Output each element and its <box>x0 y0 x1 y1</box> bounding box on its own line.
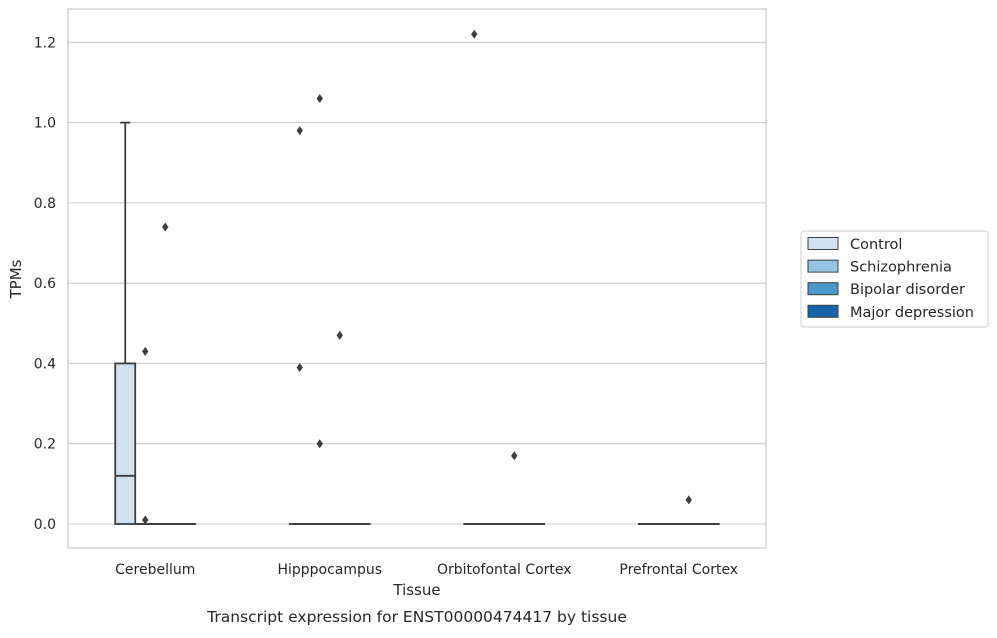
flier-point <box>297 126 303 135</box>
x-tick-label: Hipppocampus <box>277 562 382 578</box>
x-tick-label: Prefrontal Cortex <box>619 562 738 578</box>
x-tick-label: Orbitofontal Cortex <box>437 562 572 578</box>
flier-point <box>471 30 477 39</box>
flier-point <box>142 347 148 356</box>
flier-point <box>162 222 168 231</box>
legend-label: Bipolar disorder <box>850 282 965 298</box>
flier-point <box>317 439 323 448</box>
legend-swatch <box>808 305 838 317</box>
x-axis-label: Tissue <box>392 581 440 599</box>
fliers-layer <box>142 30 692 525</box>
legend-swatch <box>808 283 838 295</box>
y-tick-labels: 0.0 0.2 0.4 0.6 0.8 1.0 1.2 <box>34 35 56 533</box>
y-tick-label: 0.6 <box>34 276 56 292</box>
flier-point <box>317 94 323 103</box>
plot-frame <box>68 9 766 548</box>
x-tick-label: Cerebellum <box>115 562 195 578</box>
legend-swatch <box>808 260 838 272</box>
boxes-layer <box>115 123 719 524</box>
legend-swatch <box>808 238 838 250</box>
y-tick-label: 0.8 <box>34 196 56 212</box>
y-tick-label: 0.4 <box>34 356 56 372</box>
x-tick-labels: Cerebellum Hipppocampus Orbitofontal Corte… <box>115 562 738 578</box>
box-body <box>115 363 135 524</box>
flier-point <box>686 495 692 504</box>
flier-point <box>337 331 343 340</box>
y-tick-label: 1.2 <box>34 35 56 51</box>
y-tick-label: 0.0 <box>34 517 56 533</box>
grid-layer <box>68 42 766 524</box>
y-axis-label: TPMs <box>7 259 25 299</box>
legend-label: Major depression <box>850 305 974 321</box>
y-tick-label: 0.2 <box>34 437 56 453</box>
box-control <box>115 123 135 524</box>
chart-caption: Transcript expression for ENST0000047441… <box>206 608 627 626</box>
flier-point <box>511 451 517 460</box>
y-tick-label: 1.0 <box>34 116 56 132</box>
flier-point <box>297 363 303 372</box>
legend-label: Schizophrenia <box>850 260 952 276</box>
legend: Control Schizophrenia Bipolar disorder Majo… <box>801 231 988 327</box>
legend-label: Control <box>850 237 902 253</box>
